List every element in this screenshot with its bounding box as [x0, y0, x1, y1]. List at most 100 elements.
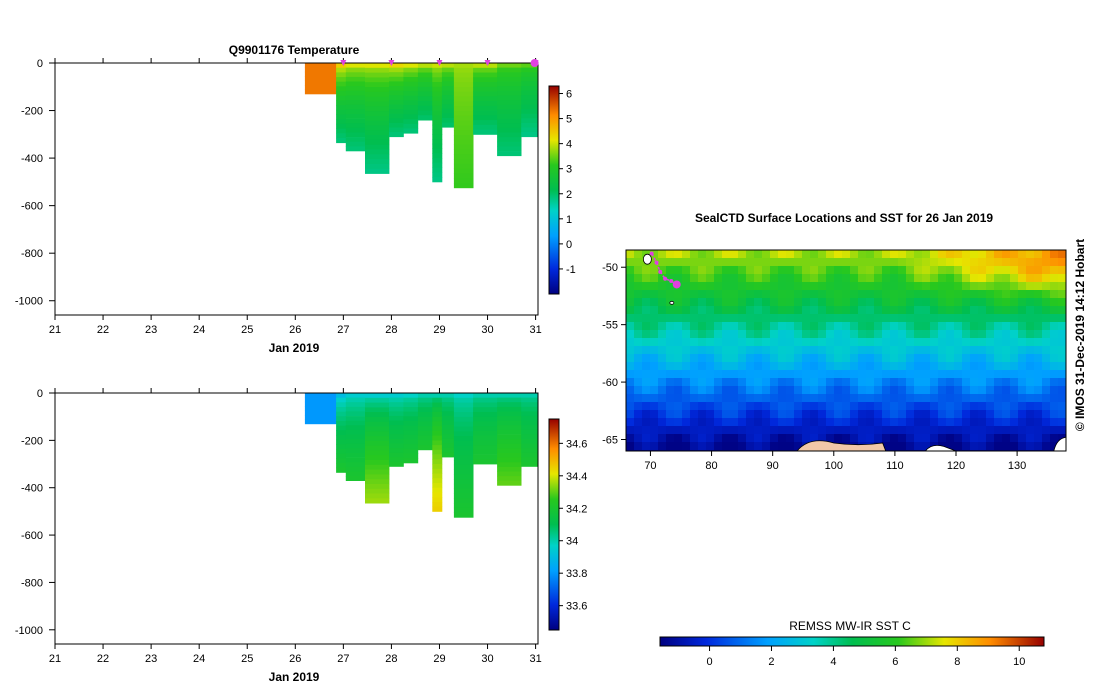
sst-cell [698, 434, 706, 442]
sst-cell [882, 266, 890, 274]
sst-cell [922, 410, 930, 418]
y-tick-label: 0 [37, 58, 43, 70]
sst-cell [1026, 322, 1034, 330]
colorbar-tick-label: 33.6 [566, 601, 587, 613]
profile-cell [497, 151, 522, 157]
profile-cell [473, 110, 498, 116]
sst-cell [986, 402, 994, 410]
sst-cell [778, 330, 786, 338]
sst-cell [994, 306, 1002, 314]
sst-cell [762, 298, 770, 306]
sst-cell [682, 330, 690, 338]
profile-cell [497, 81, 522, 87]
sst-cell [850, 378, 858, 386]
profile-cell [473, 454, 498, 460]
sst-cell [962, 362, 970, 370]
sst-cell [858, 426, 866, 434]
sst-cell [826, 250, 834, 258]
sst-cell [1050, 402, 1058, 410]
sst-cell [658, 362, 666, 370]
sst-cell [1026, 338, 1034, 346]
sst-cell [1010, 274, 1018, 282]
sst-cell [650, 346, 658, 354]
profile-cell [417, 77, 433, 83]
profile-cell [441, 90, 455, 96]
sst-cell [1034, 338, 1042, 346]
sst-cell [674, 402, 682, 410]
sst-cell [778, 354, 786, 362]
salinity-section-panel: 21 22 23 24 25 26 27 28 29 30 31 0-200-400-600-800… [15, 388, 587, 684]
sst-cell [706, 426, 714, 434]
sst-cell [826, 298, 834, 306]
profile-cell [403, 425, 419, 431]
sst-cell [906, 386, 914, 394]
sst-cell [634, 314, 642, 322]
profile-cell [417, 96, 433, 102]
profile-cell [453, 412, 474, 418]
sst-cell [818, 418, 826, 426]
sst-cell [1026, 426, 1034, 434]
sst-cell [946, 394, 954, 402]
sst-cell [666, 418, 674, 426]
sst-cell [770, 434, 778, 442]
sst-cell [994, 434, 1002, 442]
profile-cell [403, 407, 419, 413]
sst-cell [650, 290, 658, 298]
profile-cell [521, 425, 539, 431]
sst-cell [858, 258, 866, 266]
sst-cell [738, 410, 746, 418]
sst-cell [1026, 378, 1034, 386]
sst-cell [946, 354, 954, 362]
sst-cell [970, 274, 978, 282]
sst-cell [698, 306, 706, 314]
sst-cell [1002, 410, 1010, 418]
profile-cell [336, 393, 347, 399]
sst-cell [650, 250, 658, 258]
sst-cell [882, 298, 890, 306]
profile-cell [453, 498, 474, 504]
sst-cell [938, 354, 946, 362]
sst-cell [786, 370, 794, 378]
sst-cell [994, 346, 1002, 354]
profile-cell [345, 123, 366, 129]
profile-cell [432, 454, 443, 460]
sst-cell [730, 354, 738, 362]
profile-cell [432, 143, 443, 149]
profile-cell [345, 118, 366, 124]
sst-cell [698, 410, 706, 418]
profile-cell [389, 448, 404, 454]
sst-cell [834, 378, 842, 386]
sst-cell [626, 426, 634, 434]
profile-cell [473, 440, 498, 446]
profile-cell [441, 415, 455, 421]
profile-cell [432, 86, 443, 92]
sst-cell [674, 418, 682, 426]
profile-cell [521, 127, 539, 133]
sst-cell [970, 346, 978, 354]
sst-cell [1002, 394, 1010, 402]
profile-cell [365, 72, 390, 78]
profile-cell [365, 460, 390, 466]
sst-cell [938, 306, 946, 314]
sst-cell [802, 426, 810, 434]
sst-cell [658, 354, 666, 362]
sst-cell [714, 330, 722, 338]
sst-cell [978, 338, 986, 346]
sst-cell [738, 338, 746, 346]
sst-cell [730, 314, 738, 322]
sst-cell [1002, 386, 1010, 394]
profile-cell [336, 128, 347, 134]
sst-cell [658, 418, 666, 426]
profile-cell [432, 397, 443, 403]
sst-cell [778, 274, 786, 282]
sst-cell [866, 330, 874, 338]
profile-cell [336, 67, 347, 73]
sst-cell [1010, 290, 1018, 298]
profile-cell [432, 115, 443, 121]
sst-cell [810, 418, 818, 426]
profile-cell [345, 109, 366, 115]
sst-cell [898, 410, 906, 418]
sst-cell [842, 330, 850, 338]
sst-cell [906, 322, 914, 330]
profile-cell [453, 125, 474, 131]
